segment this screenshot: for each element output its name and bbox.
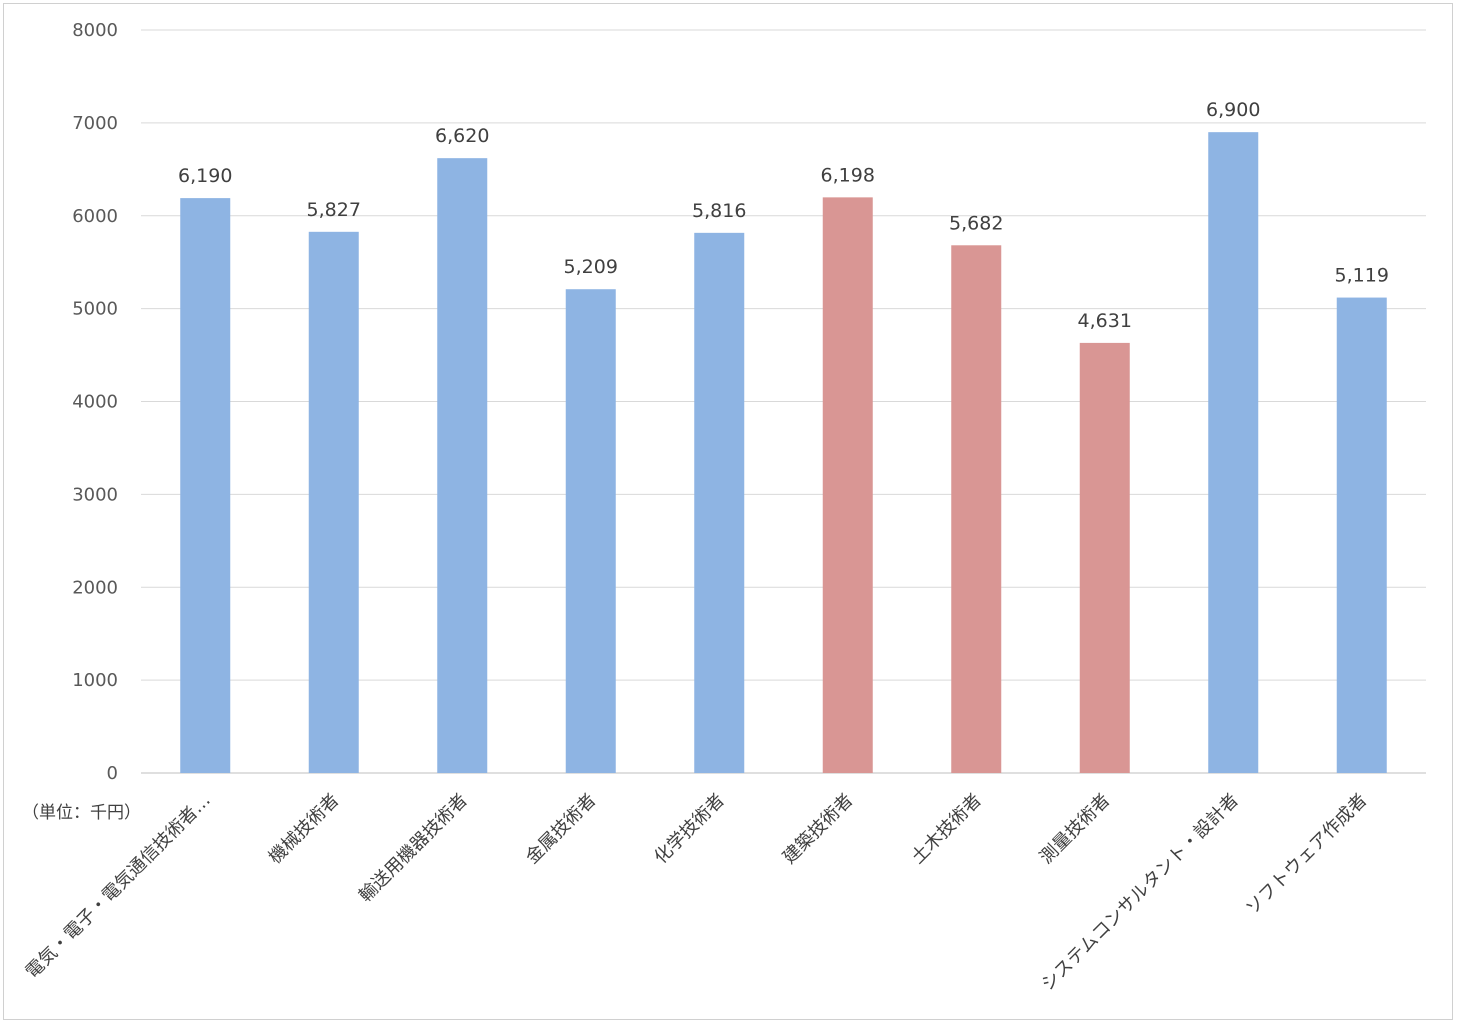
bar (1208, 132, 1259, 774)
data-label: 6,620 (435, 125, 489, 147)
y-tick-label: 8000 (72, 20, 118, 41)
data-label: 5,119 (1335, 265, 1389, 287)
category-label: 土木技術者 (907, 790, 985, 868)
y-tick-label: 2000 (72, 577, 118, 598)
data-label: 6,190 (178, 165, 232, 187)
category-labels: 電気・電子・電気通信技術者… 機械技術者 輸送用機器技術者 金属技術者 化学技術者 建築技… (22, 790, 1372, 995)
bar (308, 231, 359, 773)
data-label: 4,631 (1078, 310, 1132, 332)
y-tick-label: 7000 (72, 113, 118, 134)
chart-frame (3, 3, 1453, 1020)
data-label: 5,816 (692, 200, 746, 222)
category-label: ソフトウェア作成者 (1242, 790, 1371, 919)
bars (180, 132, 1387, 774)
y-tick-label: 3000 (72, 484, 118, 505)
data-labels: 6,190 5,827 6,620 5,209 5,816 6,198 5,682 4,631… (178, 99, 1389, 332)
category-label: 輸送用機器技術者 (355, 790, 472, 907)
bar (822, 197, 873, 774)
y-tick-label: 6000 (72, 206, 118, 227)
data-label: 5,209 (564, 256, 618, 278)
y-tick-label: 5000 (72, 299, 118, 320)
bar (1336, 297, 1387, 773)
bar (565, 289, 616, 773)
y-axis-ticks: 0 1000 2000 3000 4000 5000 6000 7000 8000 (72, 20, 118, 784)
unit-note: （単位：千円） (22, 803, 141, 823)
y-tick-label: 1000 (72, 670, 118, 691)
data-label: 6,198 (821, 164, 875, 186)
y-tick-label: 0 (107, 763, 118, 784)
category-label: 化学技術者 (650, 790, 728, 868)
category-label: 測量技術者 (1036, 790, 1114, 868)
bar (180, 198, 231, 773)
data-label: 5,827 (307, 199, 361, 221)
data-label: 5,682 (949, 212, 1003, 234)
bar (694, 232, 745, 774)
bar (951, 245, 1002, 774)
bar (437, 158, 488, 774)
category-label: 建築技術者 (779, 790, 857, 868)
y-tick-label: 4000 (72, 392, 118, 413)
category-label: 金属技術者 (522, 790, 600, 868)
data-label: 6,900 (1206, 99, 1260, 121)
category-label: 機械技術者 (265, 790, 343, 868)
bar (1079, 342, 1130, 773)
